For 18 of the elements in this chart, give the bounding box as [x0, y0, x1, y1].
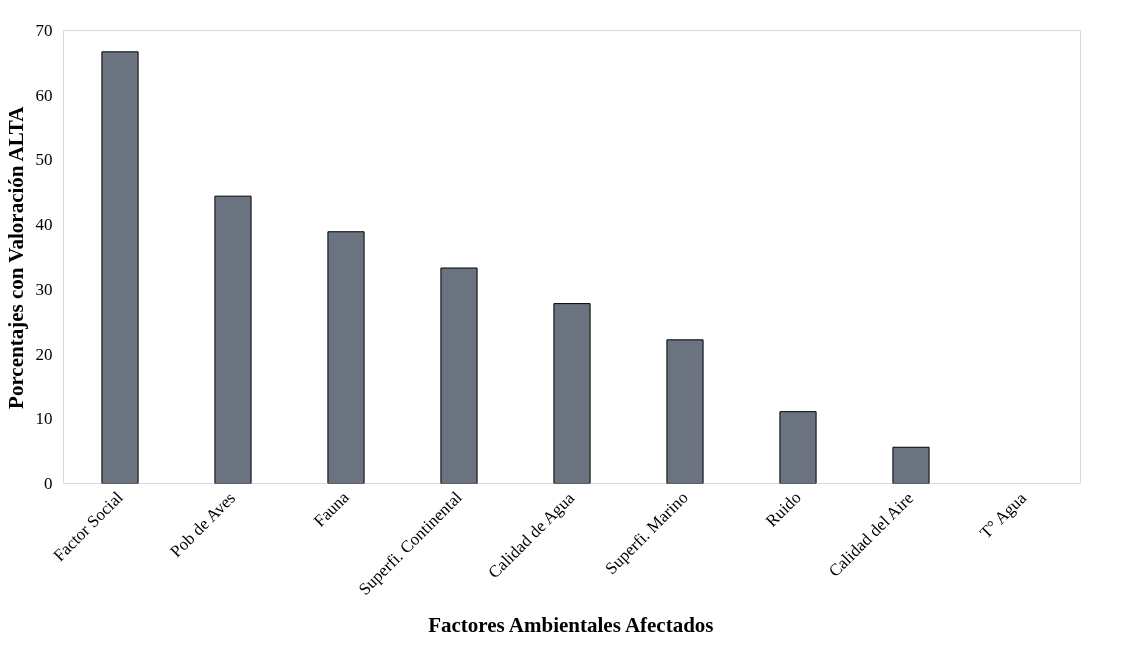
- x-axis-title: Factores Ambientales Afectados: [428, 613, 714, 638]
- bar: [440, 267, 478, 484]
- y-tick-label: 40: [35, 215, 53, 235]
- y-tick-label: 70: [35, 21, 53, 40]
- bar: [327, 231, 365, 484]
- y-tick-label: 10: [35, 409, 53, 429]
- bar: [892, 446, 930, 484]
- bar: [666, 339, 704, 484]
- bar: [779, 411, 817, 484]
- bar: [553, 303, 591, 484]
- bar: [214, 195, 252, 484]
- y-tick-label: 30: [35, 279, 53, 299]
- y-tick-label: 20: [35, 344, 53, 364]
- y-tick-label: 0: [44, 474, 53, 493]
- bar: [101, 51, 139, 484]
- y-tick-label: 60: [35, 85, 53, 105]
- y-axis-title: Porcentajes con Valoración ALTA: [3, 105, 28, 409]
- y-tick-label: 50: [35, 150, 53, 170]
